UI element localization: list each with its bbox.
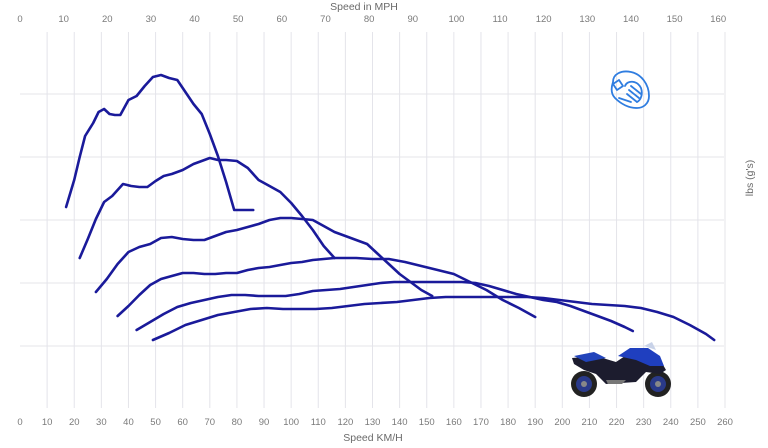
- top-tick-label: 40: [189, 14, 200, 25]
- top-tick-label: 140: [623, 14, 639, 25]
- bottom-tick-label: 220: [609, 417, 625, 428]
- curve-gear-3: [94, 216, 434, 298]
- bottom-tick-label: 140: [392, 417, 408, 428]
- bottom-tick-label: 80: [232, 417, 243, 428]
- helmet-icon: [610, 70, 650, 109]
- top-tick-label: 30: [146, 14, 157, 25]
- top-tick-label: 120: [536, 14, 552, 25]
- curve-gear-2: [78, 156, 336, 260]
- bottom-tick-label: 10: [42, 417, 53, 428]
- bottom-tick-label: 200: [554, 417, 570, 428]
- bottom-tick-label: 110: [311, 417, 326, 428]
- top-tick-label: 10: [58, 14, 69, 25]
- bottom-tick-label: 90: [259, 417, 270, 428]
- bottom-tick-label: 20: [69, 417, 80, 428]
- force-curves: [64, 73, 716, 342]
- bottom-tick-label: 250: [690, 417, 706, 428]
- top-tick-label: 130: [579, 14, 595, 25]
- curve-gear-1: [64, 73, 255, 212]
- top-tick-label: 90: [407, 14, 418, 25]
- top-tick-label: 110: [492, 14, 507, 25]
- top-tick-label: 70: [320, 14, 331, 25]
- bottom-tick-label: 260: [717, 417, 733, 428]
- bottom-tick-label: 180: [500, 417, 516, 428]
- bottom-tick-label: 190: [527, 417, 543, 428]
- top-tick-label: 60: [277, 14, 288, 25]
- top-axis-ticks: 0 10 20 30 40 50 60 70 80 90 100 110 120 130 140 150 160: [17, 14, 726, 25]
- bottom-tick-label: 100: [283, 417, 299, 428]
- top-tick-label: 150: [667, 14, 683, 25]
- bottom-tick-label: 150: [419, 417, 435, 428]
- curve-gear-6: [151, 295, 716, 342]
- top-tick-label: 0: [17, 14, 22, 25]
- bottom-tick-label: 160: [446, 417, 462, 428]
- top-axis-title: Speed in MPH: [330, 1, 398, 13]
- bottom-tick-label: 0: [17, 417, 22, 428]
- right-axis-title: lbs (g's): [744, 160, 756, 196]
- bottom-tick-label: 50: [150, 417, 161, 428]
- top-tick-label: 50: [233, 14, 244, 25]
- bottom-axis-ticks: 0 10 20 30 40 50 60 70 80 90 100 110 120 130 140 150 160…: [17, 417, 733, 428]
- bottom-axis-title: Speed KM/H: [343, 432, 403, 444]
- bottom-tick-label: 70: [205, 417, 216, 428]
- bottom-tick-label: 120: [337, 417, 353, 428]
- top-tick-label: 100: [448, 14, 464, 25]
- bottom-tick-label: 40: [123, 417, 134, 428]
- bottom-tick-label: 230: [636, 417, 652, 428]
- bottom-tick-label: 130: [365, 417, 381, 428]
- curve-gear-4: [116, 256, 537, 319]
- bottom-tick-label: 60: [177, 417, 188, 428]
- bottom-tick-label: 170: [473, 417, 489, 428]
- motorcycle-image: [571, 342, 671, 397]
- top-tick-label: 160: [710, 14, 726, 25]
- bottom-tick-label: 210: [581, 417, 597, 428]
- bottom-tick-label: 240: [663, 417, 679, 428]
- top-tick-label: 80: [364, 14, 375, 25]
- curve-gear-5: [135, 280, 635, 333]
- bottom-tick-label: 30: [96, 417, 107, 428]
- top-tick-label: 20: [102, 14, 113, 25]
